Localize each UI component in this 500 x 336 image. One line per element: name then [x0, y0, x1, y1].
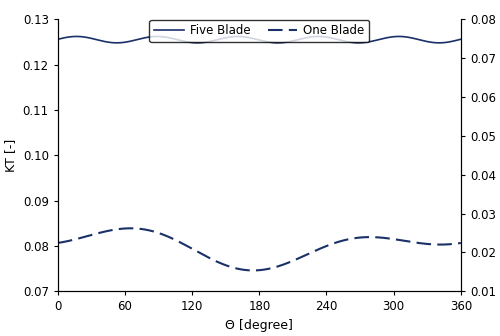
- One Blade: [128, 226, 134, 230]
- Five Blade: [240, 35, 246, 39]
- Line: Five Blade: Five Blade: [58, 36, 461, 43]
- Five Blade: [55, 37, 61, 41]
- One Blade: [55, 241, 61, 245]
- Five Blade: [446, 40, 452, 44]
- Five Blade: [458, 37, 464, 41]
- Five Blade: [446, 40, 452, 44]
- Five Blade: [76, 35, 82, 39]
- Five Blade: [372, 38, 378, 42]
- Legend: Five Blade, One Blade: Five Blade, One Blade: [150, 20, 370, 42]
- One Blade: [240, 268, 246, 272]
- X-axis label: Θ [degree]: Θ [degree]: [226, 319, 294, 332]
- One Blade: [76, 237, 82, 241]
- One Blade: [372, 235, 378, 239]
- Five Blade: [234, 34, 240, 38]
- Y-axis label: KT [-]: KT [-]: [4, 139, 17, 172]
- One Blade: [446, 242, 452, 246]
- Five Blade: [251, 37, 257, 41]
- One Blade: [251, 268, 257, 272]
- One Blade: [250, 268, 256, 272]
- One Blade: [446, 242, 452, 246]
- Line: One Blade: One Blade: [58, 228, 461, 270]
- Five Blade: [275, 41, 281, 45]
- One Blade: [458, 241, 464, 245]
